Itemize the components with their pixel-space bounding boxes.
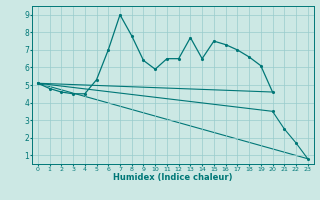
X-axis label: Humidex (Indice chaleur): Humidex (Indice chaleur) [113, 173, 233, 182]
